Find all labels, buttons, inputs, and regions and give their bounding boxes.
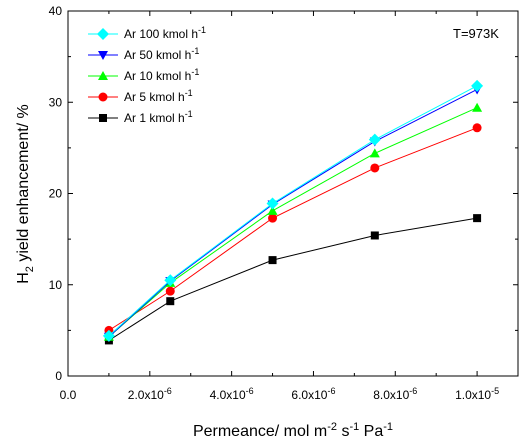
y-axis-title: H2 yield enhancement/ % <box>15 104 36 284</box>
triangle-up-marker <box>98 71 108 80</box>
diamond-marker <box>471 79 484 92</box>
series-4 <box>104 214 482 345</box>
triangle-up-marker <box>369 148 380 158</box>
legend-label: Ar 10 kmol h-1 <box>124 67 199 83</box>
y-tick-label: 30 <box>49 95 63 109</box>
x-tick-label: 6.0x10-6 <box>291 386 335 402</box>
x-tick-label: 4.0x10-6 <box>210 386 254 402</box>
triangle-down-marker <box>98 51 108 60</box>
circle-marker <box>165 286 175 296</box>
diamond-marker <box>164 274 177 287</box>
square-marker <box>166 297 175 306</box>
y-tick-label: 10 <box>49 278 63 292</box>
y-tick-label: 20 <box>49 187 63 201</box>
series-line <box>108 107 478 338</box>
circle-marker <box>370 163 380 173</box>
legend-label: Ar 1 kmol h-1 <box>124 109 193 125</box>
legend-label: Ar 5 kmol h-1 <box>124 88 193 104</box>
series-0 <box>102 79 484 342</box>
x-axis-title: Permeance/ mol m-2 s-1 Pa-1 <box>193 421 393 440</box>
x-tick-label: 0.0 <box>60 388 77 402</box>
series-line <box>108 89 478 338</box>
square-marker <box>268 256 277 265</box>
diamond-marker <box>368 133 381 146</box>
series-line <box>108 127 478 331</box>
plot-area-frame <box>67 10 519 377</box>
legend-label: Ar 100 kmol h-1 <box>124 25 206 41</box>
circle-marker <box>472 123 482 133</box>
series-line <box>108 217 478 341</box>
x-tick-label: 1.0x10-5 <box>455 386 499 402</box>
legend-label: Ar 50 kmol h-1 <box>124 46 199 62</box>
series-3 <box>104 123 482 335</box>
circle-marker <box>98 92 108 102</box>
triangle-up-marker <box>472 102 483 112</box>
diamond-marker <box>97 28 109 40</box>
square-marker <box>99 114 107 122</box>
temperature-annotation: T=973K <box>453 26 499 41</box>
x-tick-label: 2.0x10-6 <box>128 386 172 402</box>
triangle-up-marker <box>267 205 278 215</box>
square-marker <box>370 231 379 240</box>
x-tick-label: 8.0x10-6 <box>373 386 417 402</box>
diamond-marker <box>102 329 115 342</box>
series-2 <box>103 102 483 341</box>
y-tick-label: 0 <box>55 369 62 383</box>
y-tick-label: 40 <box>49 4 63 18</box>
diamond-marker <box>266 197 279 210</box>
square-marker <box>473 214 482 223</box>
circle-marker <box>268 213 278 223</box>
